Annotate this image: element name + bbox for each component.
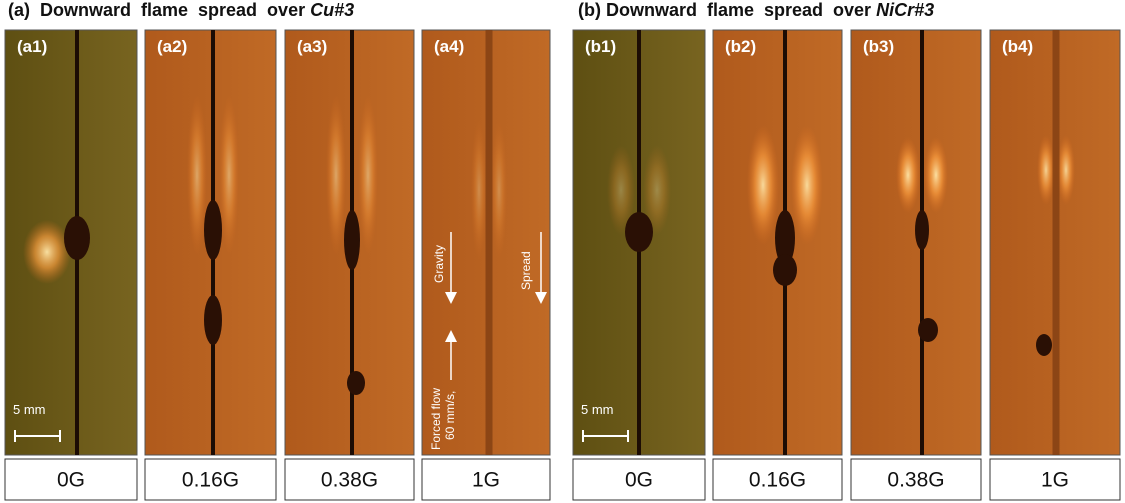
flame xyxy=(219,95,239,255)
panel-title: (b) Downward flame spread over NiCr#3 xyxy=(578,0,934,20)
scale-label: 5 mm xyxy=(13,402,46,417)
spread-label: Spread xyxy=(519,251,533,290)
droplet xyxy=(915,210,929,250)
droplet xyxy=(625,212,653,252)
gravity-level: 0.16G xyxy=(749,469,806,492)
flow-label: Forced flow xyxy=(429,388,443,450)
flame xyxy=(326,95,346,255)
frame-label: (a4) xyxy=(434,37,464,56)
flame xyxy=(896,137,920,213)
flame xyxy=(358,95,378,255)
frame-label: (b1) xyxy=(585,37,616,56)
scale-label: 5 mm xyxy=(581,402,614,417)
gravity-level: 0.16G xyxy=(182,469,239,492)
droplet xyxy=(204,200,222,260)
droplet xyxy=(1036,334,1052,356)
flame xyxy=(1037,135,1055,205)
gravity-level: 1G xyxy=(1041,469,1069,492)
gravity-level: 0G xyxy=(625,469,653,492)
frame-label: (a1) xyxy=(17,37,47,56)
frame-label: (b2) xyxy=(725,37,756,56)
droplet xyxy=(918,318,938,342)
frame-label: (b4) xyxy=(1002,37,1033,56)
frame-label: (a3) xyxy=(297,37,327,56)
flame xyxy=(471,120,487,260)
flame xyxy=(1057,135,1075,205)
flame xyxy=(924,137,948,213)
droplet xyxy=(773,254,797,286)
flame xyxy=(791,125,823,245)
photo xyxy=(851,30,981,455)
droplet xyxy=(347,371,365,395)
gravity-level: 0G xyxy=(57,469,85,492)
flame xyxy=(747,125,779,245)
frame-label: (b3) xyxy=(863,37,894,56)
droplet xyxy=(344,210,360,270)
flow-speed-label: 60 mm/s, xyxy=(443,391,457,440)
gravity-level: 0.38G xyxy=(887,469,944,492)
droplet xyxy=(64,216,90,260)
gravity-label: Gravity xyxy=(432,245,446,283)
flame xyxy=(23,220,71,284)
flame xyxy=(491,120,507,260)
gravity-level: 0.38G xyxy=(321,469,378,492)
panel-title: (a) Downward flame spread over Cu#3 xyxy=(8,0,354,20)
frame-label: (a2) xyxy=(157,37,187,56)
flame xyxy=(187,95,207,255)
figure: (a) Downward flame spread over Cu#3 (b) … xyxy=(0,0,1125,503)
droplet xyxy=(204,295,222,345)
gravity-level: 1G xyxy=(472,469,500,492)
